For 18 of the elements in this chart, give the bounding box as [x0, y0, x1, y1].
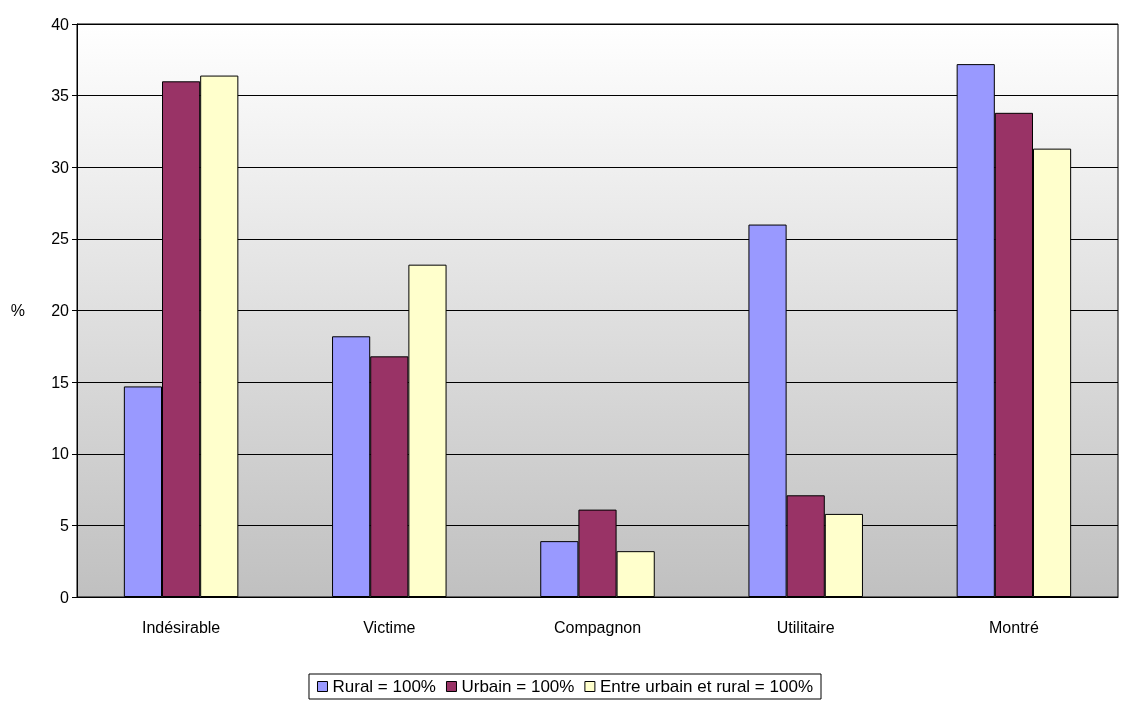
y-tick-label: 35 [51, 87, 70, 105]
x-tick-label: Montré [989, 618, 1039, 636]
y-tick-label: 0 [60, 588, 70, 606]
y-tick-label: 30 [51, 158, 70, 176]
y-tick-label: 15 [51, 373, 70, 391]
y-tick-label: 5 [60, 516, 70, 534]
legend-label: Rural = 100% [332, 677, 436, 696]
y-tick-label: 20 [51, 302, 70, 319]
y-axis-title: % [10, 302, 25, 319]
legend-label: Urbain = 100% [461, 677, 575, 696]
legend-label: Entre urbain et rural = 100% [599, 677, 814, 696]
y-tick-label: 10 [51, 445, 70, 463]
x-tick-label: Compagnon [553, 618, 642, 636]
y-tick-label: 25 [51, 230, 70, 248]
x-tick-label: Indésirable [141, 618, 221, 636]
y-tick-label: 40 [51, 15, 70, 33]
x-tick-label: Utilitaire [776, 618, 835, 636]
x-tick-label: Victime [363, 618, 416, 636]
